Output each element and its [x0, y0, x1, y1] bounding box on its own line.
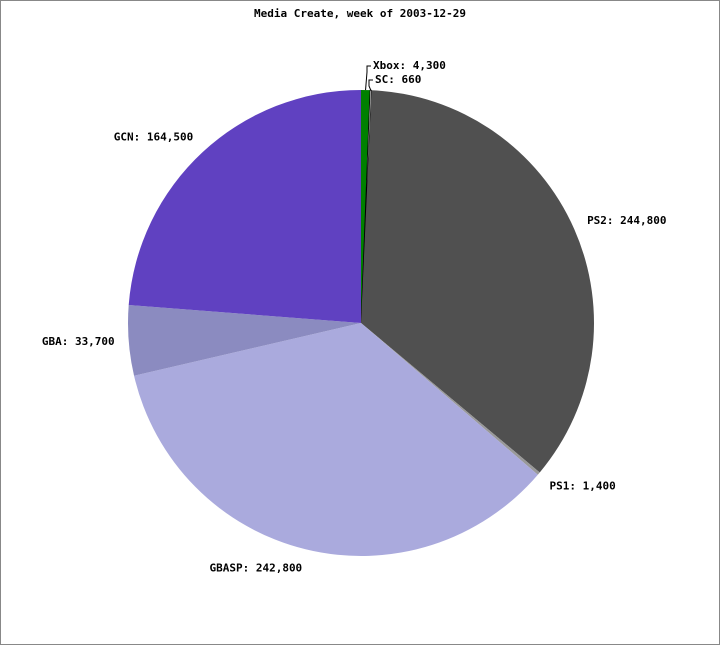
- pie-slice: [360, 89, 372, 324]
- pie-slice: [361, 323, 540, 475]
- pie-slice: [127, 304, 361, 376]
- slice-label: PS1: 1,400: [549, 480, 615, 493]
- slice-label: Xbox: 4,300: [373, 59, 446, 72]
- slice-label: SC: 660: [375, 73, 421, 86]
- pie-slice: [128, 90, 361, 323]
- pie-slice: [361, 90, 594, 473]
- slice-label: GCN: 164,500: [114, 130, 193, 143]
- leader-line: [365, 65, 371, 91]
- slice-label: GBA: 33,700: [42, 335, 115, 348]
- leader-line: [368, 79, 373, 91]
- slice-label: GBASP: 242,800: [209, 562, 302, 575]
- pie-slice: [134, 323, 538, 556]
- chart-title: Media Create, week of 2003-12-29: [254, 7, 466, 20]
- slice-label: PS2: 244,800: [587, 214, 666, 227]
